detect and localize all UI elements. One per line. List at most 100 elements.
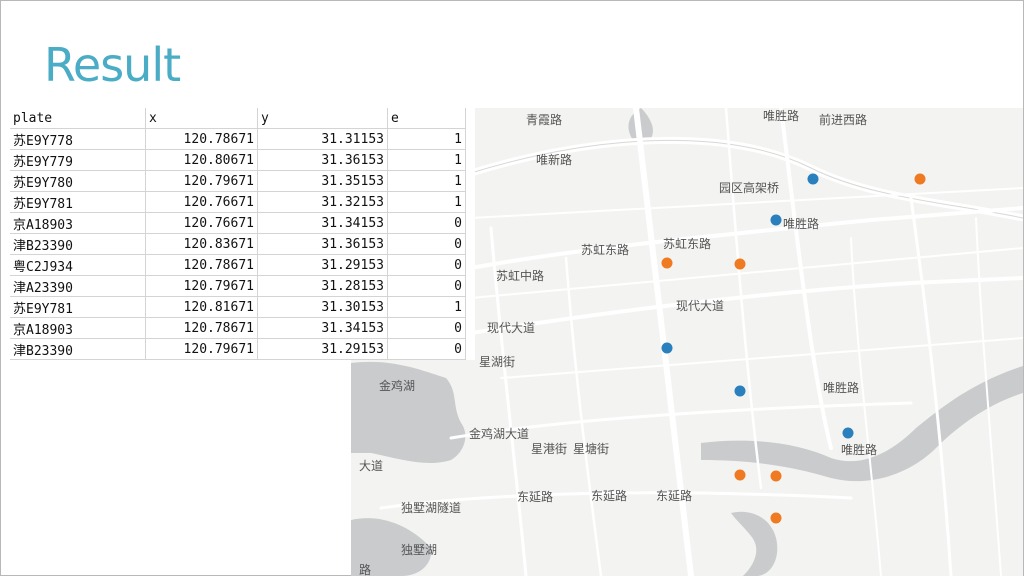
cell-x: 120.76671 — [145, 191, 258, 213]
cell-e: 0 — [387, 254, 466, 276]
cell-plate: 苏E9Y779 — [10, 149, 146, 171]
cell-x: 120.79671 — [145, 338, 258, 360]
table-row: 苏E9Y778 120.78671 31.31153 1 — [10, 128, 466, 150]
map-label: 独墅湖 — [401, 542, 437, 557]
map-label: 东延路 — [591, 488, 627, 503]
cell-e: 0 — [387, 338, 466, 360]
blue-marker[interactable] — [734, 385, 746, 397]
cell-y: 31.30153 — [257, 296, 388, 318]
cell-y: 31.31153 — [257, 128, 388, 150]
orange-marker[interactable] — [914, 173, 926, 185]
blue-marker[interactable] — [842, 427, 854, 439]
column-header-x: x — [145, 108, 258, 129]
data-table: plate x y e 苏E9Y778 120.78671 31.31153 1 苏E9… — [10, 108, 475, 360]
map-label: 唯胜路 — [783, 216, 819, 231]
cell-y: 31.36153 — [257, 233, 388, 255]
cell-e: 1 — [387, 170, 466, 192]
map-label: 唯胜路 — [841, 442, 877, 457]
cell-y: 31.29153 — [257, 254, 388, 276]
cell-plate: 粤C2J934 — [10, 254, 146, 276]
orange-marker[interactable] — [770, 470, 782, 482]
cell-x: 120.81671 — [145, 296, 258, 318]
cell-e: 0 — [387, 233, 466, 255]
table-row: 苏E9Y779 120.80671 31.36153 1 — [10, 149, 466, 171]
cell-plate: 苏E9Y781 — [10, 296, 146, 318]
map-label: 苏虹东路 — [581, 242, 629, 257]
cell-e: 1 — [387, 128, 466, 150]
cell-x: 120.78671 — [145, 317, 258, 339]
orange-marker[interactable] — [661, 257, 673, 269]
blue-marker[interactable] — [661, 342, 673, 354]
map-label: 唯新路 — [536, 152, 572, 167]
cell-e: 1 — [387, 296, 466, 318]
map-label: 星湖街 — [479, 354, 515, 369]
table-row: 津A23390 120.79671 31.28153 0 — [10, 275, 466, 297]
cell-x: 120.83671 — [145, 233, 258, 255]
map-label: 星塘街 — [573, 441, 609, 456]
cell-x: 120.78671 — [145, 254, 258, 276]
table-row: 苏E9Y781 120.81671 31.30153 1 — [10, 296, 466, 318]
cell-e: 1 — [387, 191, 466, 213]
cell-y: 31.34153 — [257, 212, 388, 234]
cell-x: 120.80671 — [145, 149, 258, 171]
column-header-y: y — [257, 108, 388, 129]
cell-e: 0 — [387, 212, 466, 234]
cell-plate: 苏E9Y780 — [10, 170, 146, 192]
table-row: 苏E9Y781 120.76671 31.32153 1 — [10, 191, 466, 213]
blue-marker[interactable] — [770, 214, 782, 226]
map-label: 东延路 — [517, 489, 553, 504]
cell-plate: 苏E9Y781 — [10, 191, 146, 213]
column-header-e: e — [387, 108, 466, 129]
map-label: 金鸡湖 — [379, 378, 415, 393]
table-row: 津B23390 120.83671 31.36153 0 — [10, 233, 466, 255]
map-label: 前进西路 — [819, 112, 867, 127]
table-header-row: plate x y e — [10, 108, 466, 129]
map-label: 现代大道 — [676, 299, 724, 313]
map-label: 现代大道 — [487, 321, 535, 335]
cell-y: 31.29153 — [257, 338, 388, 360]
map-label: 大道 — [359, 459, 383, 473]
cell-e: 0 — [387, 275, 466, 297]
map-label: 金鸡湖大道 — [469, 426, 529, 441]
cell-y: 31.32153 — [257, 191, 388, 213]
map-label: 青霞路 — [526, 112, 562, 127]
map-label: 东延路 — [656, 488, 692, 503]
cell-e: 1 — [387, 149, 466, 171]
slide-title: Result — [44, 38, 181, 92]
cell-plate: 津B23390 — [10, 338, 146, 360]
table-row: 京A18903 120.76671 31.34153 0 — [10, 212, 466, 234]
column-header-plate: plate — [10, 108, 146, 129]
orange-marker[interactable] — [734, 469, 746, 481]
cell-plate: 苏E9Y778 — [10, 128, 146, 150]
table-row: 津B23390 120.79671 31.29153 0 — [10, 338, 466, 360]
cell-y: 31.35153 — [257, 170, 388, 192]
map-label: 园区高架桥 — [719, 180, 779, 195]
table-row: 苏E9Y780 120.79671 31.35153 1 — [10, 170, 466, 192]
map-label: 路 — [359, 562, 371, 576]
cell-x: 120.79671 — [145, 170, 258, 192]
orange-marker[interactable] — [734, 258, 746, 270]
table-row: 京A18903 120.78671 31.34153 0 — [10, 317, 466, 339]
map-view[interactable]: 青霞路 唯胜路 前进西路 唯新路 园区高架桥 唯胜路 苏虹东路 苏虹东路 苏虹中… — [351, 108, 1023, 576]
cell-y: 31.36153 — [257, 149, 388, 171]
map-label: 苏虹中路 — [496, 268, 544, 283]
cell-y: 31.34153 — [257, 317, 388, 339]
cell-plate: 津B23390 — [10, 233, 146, 255]
cell-plate: 京A18903 — [10, 212, 146, 234]
map-label: 星港街 — [531, 442, 567, 456]
map-label: 苏虹东路 — [663, 236, 711, 251]
cell-x: 120.78671 — [145, 128, 258, 150]
map-canvas: 青霞路 唯胜路 前进西路 唯新路 园区高架桥 唯胜路 苏虹东路 苏虹东路 苏虹中… — [351, 108, 1023, 576]
cell-plate: 津A23390 — [10, 275, 146, 297]
orange-marker[interactable] — [770, 512, 782, 524]
cell-x: 120.76671 — [145, 212, 258, 234]
table-row: 粤C2J934 120.78671 31.29153 0 — [10, 254, 466, 276]
cell-x: 120.79671 — [145, 275, 258, 297]
blue-marker[interactable] — [807, 173, 819, 185]
map-label: 唯胜路 — [763, 108, 799, 123]
cell-e: 0 — [387, 317, 466, 339]
cell-plate: 京A18903 — [10, 317, 146, 339]
map-label: 唯胜路 — [823, 380, 859, 395]
cell-y: 31.28153 — [257, 275, 388, 297]
map-label: 独墅湖隧道 — [401, 500, 461, 515]
